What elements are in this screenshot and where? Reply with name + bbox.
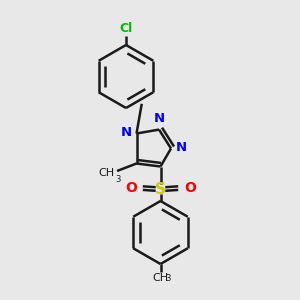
- Text: N: N: [121, 126, 132, 139]
- Text: O: O: [184, 181, 196, 195]
- Text: CH: CH: [152, 273, 169, 283]
- Text: N: N: [154, 112, 165, 125]
- Text: O: O: [125, 181, 137, 195]
- Text: N: N: [176, 141, 187, 154]
- Text: CH: CH: [98, 167, 115, 178]
- Text: 3: 3: [165, 274, 171, 283]
- Text: Cl: Cl: [119, 22, 133, 35]
- Text: 3: 3: [115, 175, 120, 184]
- Text: S: S: [155, 182, 166, 196]
